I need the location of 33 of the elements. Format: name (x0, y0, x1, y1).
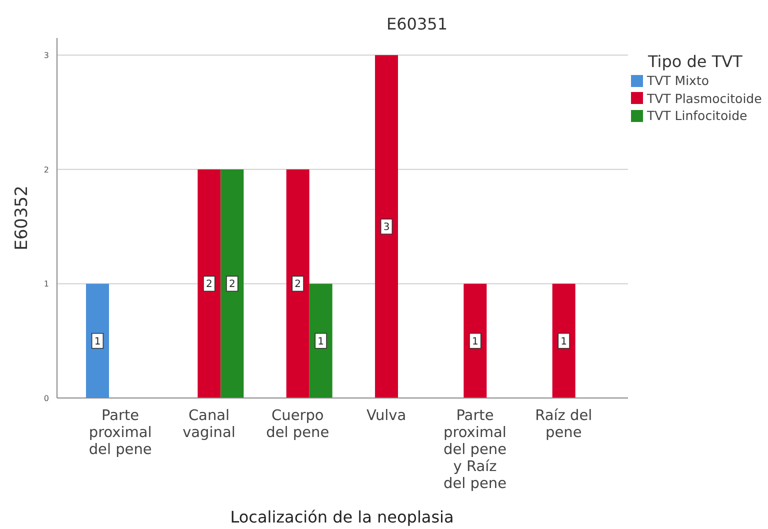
x-tick-label: Cuerpo del pene (266, 408, 330, 441)
data-label: 1 (94, 336, 101, 348)
data-label: 1 (318, 336, 324, 348)
y-tick-label: 0 (44, 394, 49, 403)
data-label: 1 (472, 336, 478, 348)
legend-label: TVT Plasmocitoide (647, 90, 762, 106)
data-label: 2 (228, 279, 236, 290)
bar (286, 169, 310, 398)
legend-label: TVT Mixto (647, 73, 709, 88)
bar (552, 284, 576, 398)
x-tick-label: Parte proximal del pene (88, 408, 152, 458)
data-label: 3 (383, 222, 390, 234)
chart-title: E60351 (386, 14, 448, 34)
y-tick-label: 3 (44, 50, 49, 60)
x-axis-title: Localización de la neoplasia (230, 508, 454, 526)
bar (375, 55, 398, 398)
bar (198, 169, 221, 398)
data-label: 2 (206, 279, 212, 290)
bar (309, 284, 332, 398)
y-tick-label: 1 (44, 280, 49, 289)
legend-label: TVT Linfocitoide (647, 108, 748, 124)
data-label: 2 (294, 279, 302, 290)
x-tick-label: Canal vaginal (182, 408, 236, 441)
data-label: 1 (560, 336, 568, 348)
legend-title: Tipo de TVT (647, 52, 744, 72)
bar (86, 284, 109, 398)
y-axis-title: E60352 (12, 186, 32, 250)
bar (464, 284, 487, 398)
x-tick-label: Raíz del pene (535, 408, 592, 441)
x-tick-label: Vulva (366, 408, 406, 424)
y-tick-label: 2 (44, 165, 49, 174)
bar (220, 169, 244, 398)
x-tick-label: Parte proximal del pene y Raíz del pene (444, 408, 507, 492)
